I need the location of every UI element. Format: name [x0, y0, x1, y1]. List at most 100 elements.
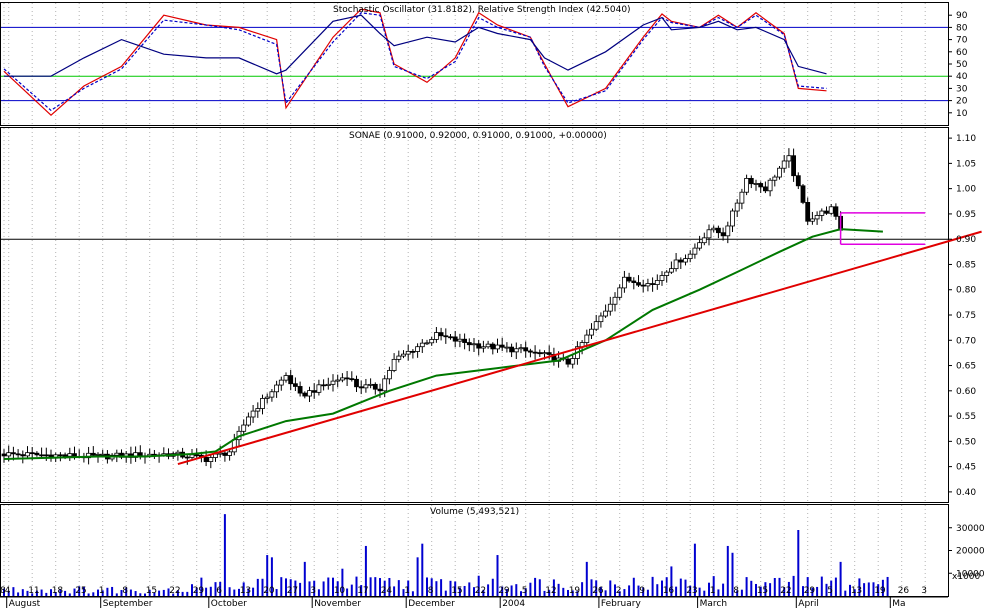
- x-day-label-5: 1: [99, 586, 105, 596]
- candle-body-61: [288, 375, 294, 385]
- x-day-label-2: 11: [28, 586, 39, 596]
- candle-body-177: [833, 206, 839, 217]
- candle-body-113: [532, 351, 538, 354]
- reference-lines: [1, 26, 948, 240]
- x-month-label-2: October: [211, 599, 247, 608]
- x-day-label-7: 15: [146, 586, 157, 596]
- candle-body-160: [753, 183, 759, 185]
- candle-body-109: [513, 348, 519, 353]
- x-day-label-26: 26: [592, 586, 604, 596]
- candle-body-99: [466, 342, 472, 346]
- candle-body-103: [485, 343, 491, 348]
- candle-body-81: [382, 378, 388, 392]
- candle-body-8: [39, 454, 44, 457]
- osc-tick-label-8: 90: [956, 11, 968, 21]
- x-month-label-0: August: [9, 599, 41, 608]
- x-day-label-18: 1: [404, 586, 410, 596]
- candle-body-14: [67, 453, 73, 457]
- price-tick-label-11: 0.95: [956, 210, 976, 220]
- x-day-label-33: 15: [757, 586, 768, 596]
- candle-body-143: [673, 259, 679, 270]
- candle-body-7: [34, 452, 40, 456]
- candle-body-53: [250, 410, 256, 418]
- candle-body-67: [316, 384, 322, 393]
- candle-body-91: [429, 339, 435, 344]
- candle-body-170: [800, 185, 806, 203]
- x-axis: 84 11 18 25 1 8 15 22 29 6 13 20 27 3 10 17 24 1 8 15 22 29 5 1…: [0, 586, 948, 608]
- price-tick-label-4: 0.60: [956, 387, 976, 397]
- candle-body-142: [669, 268, 674, 273]
- candle-body-120: [565, 358, 571, 365]
- candle-body-49: [231, 439, 237, 453]
- price-tick-label-0: 0.40: [956, 488, 976, 498]
- candle-body-149: [701, 237, 707, 244]
- x-day-label-21: 22: [475, 586, 486, 596]
- price-tick-label-13: 1.05: [956, 159, 976, 169]
- candle-body-87: [410, 350, 416, 353]
- x-day-label-3: 18: [52, 586, 64, 596]
- candle-body-77: [363, 384, 369, 389]
- x-day-label-1: 4: [5, 586, 11, 596]
- candle-body-40: [189, 454, 195, 458]
- osc-tick-label-7: 80: [956, 23, 968, 33]
- candle-body-96: [452, 336, 458, 342]
- price-tick-label-10: 0.90: [956, 235, 976, 245]
- x-month-label-9: Ma: [892, 599, 905, 608]
- candle-body-156: [734, 202, 740, 212]
- candle-body-133: [626, 276, 632, 282]
- candle-body-73: [344, 377, 350, 380]
- x-day-label-0: 8: [0, 586, 6, 596]
- candle-body-13: [62, 454, 68, 457]
- candle-body-82: [386, 370, 392, 380]
- x-day-label-38: 19: [874, 586, 886, 596]
- candle-body-79: [372, 383, 378, 390]
- candle-body-159: [748, 178, 754, 185]
- candle-body-154: [725, 225, 731, 237]
- candle-body-5: [25, 452, 30, 457]
- volume-tick-label-0: 10000: [956, 569, 985, 579]
- candle-body-76: [358, 386, 364, 389]
- x-day-label-15: 10: [334, 586, 346, 596]
- osc-tick-label-4: 50: [956, 60, 968, 70]
- candle-body-106: [499, 344, 505, 348]
- oscillator-series: [3, 8, 827, 117]
- candle-body-110: [518, 347, 524, 350]
- candle-body-86: [405, 350, 411, 355]
- price-tick-label-6: 0.70: [956, 336, 976, 346]
- candle-body-84: [396, 355, 402, 360]
- x-day-label-10: 6: [216, 586, 222, 596]
- candle-body-75: [354, 378, 359, 388]
- candle-body-105: [495, 344, 500, 350]
- candle-body-69: [325, 383, 331, 386]
- candle-body-90: [424, 342, 430, 345]
- oscillator-series-line-1: [3, 12, 827, 112]
- x-day-label-32: 8: [733, 586, 739, 596]
- osc-tick-label-3: 40: [956, 72, 968, 82]
- x-day-label-4: 25: [75, 586, 86, 596]
- candle-body-74: [349, 378, 355, 381]
- candle-body-167: [786, 155, 792, 162]
- candle-body-112: [528, 350, 533, 353]
- candle-body-162: [763, 186, 768, 192]
- candle-body-60: [283, 375, 289, 381]
- candle-body-100: [471, 343, 477, 346]
- x-day-label-39: 26: [898, 586, 910, 596]
- x-month-label-5: 2004: [502, 599, 525, 608]
- y-axis-ticks: 10 20 30 40 50 60 70 80 90 0.40 0.45 0.50 0.55 0.60 0.…: [948, 11, 985, 579]
- candle-body-97: [457, 338, 463, 342]
- candle-body-41: [194, 454, 200, 457]
- candle-body-169: [795, 175, 801, 187]
- x-month-label-3: November: [314, 599, 361, 608]
- price-tick-label-9: 0.85: [956, 260, 976, 270]
- osc-tick-label-5: 60: [956, 48, 968, 58]
- candle-body-21: [100, 453, 106, 456]
- x-day-label-29: 16: [663, 586, 675, 596]
- candle-body-19: [90, 452, 96, 456]
- x-day-label-9: 29: [193, 586, 205, 596]
- price-tick-label-7: 0.75: [956, 311, 976, 321]
- x-day-label-35: 29: [804, 586, 816, 596]
- candle-body-165: [777, 167, 782, 178]
- candle-body-48: [227, 451, 233, 456]
- x-day-label-16: 17: [357, 586, 368, 596]
- candle-body-44: [208, 457, 214, 462]
